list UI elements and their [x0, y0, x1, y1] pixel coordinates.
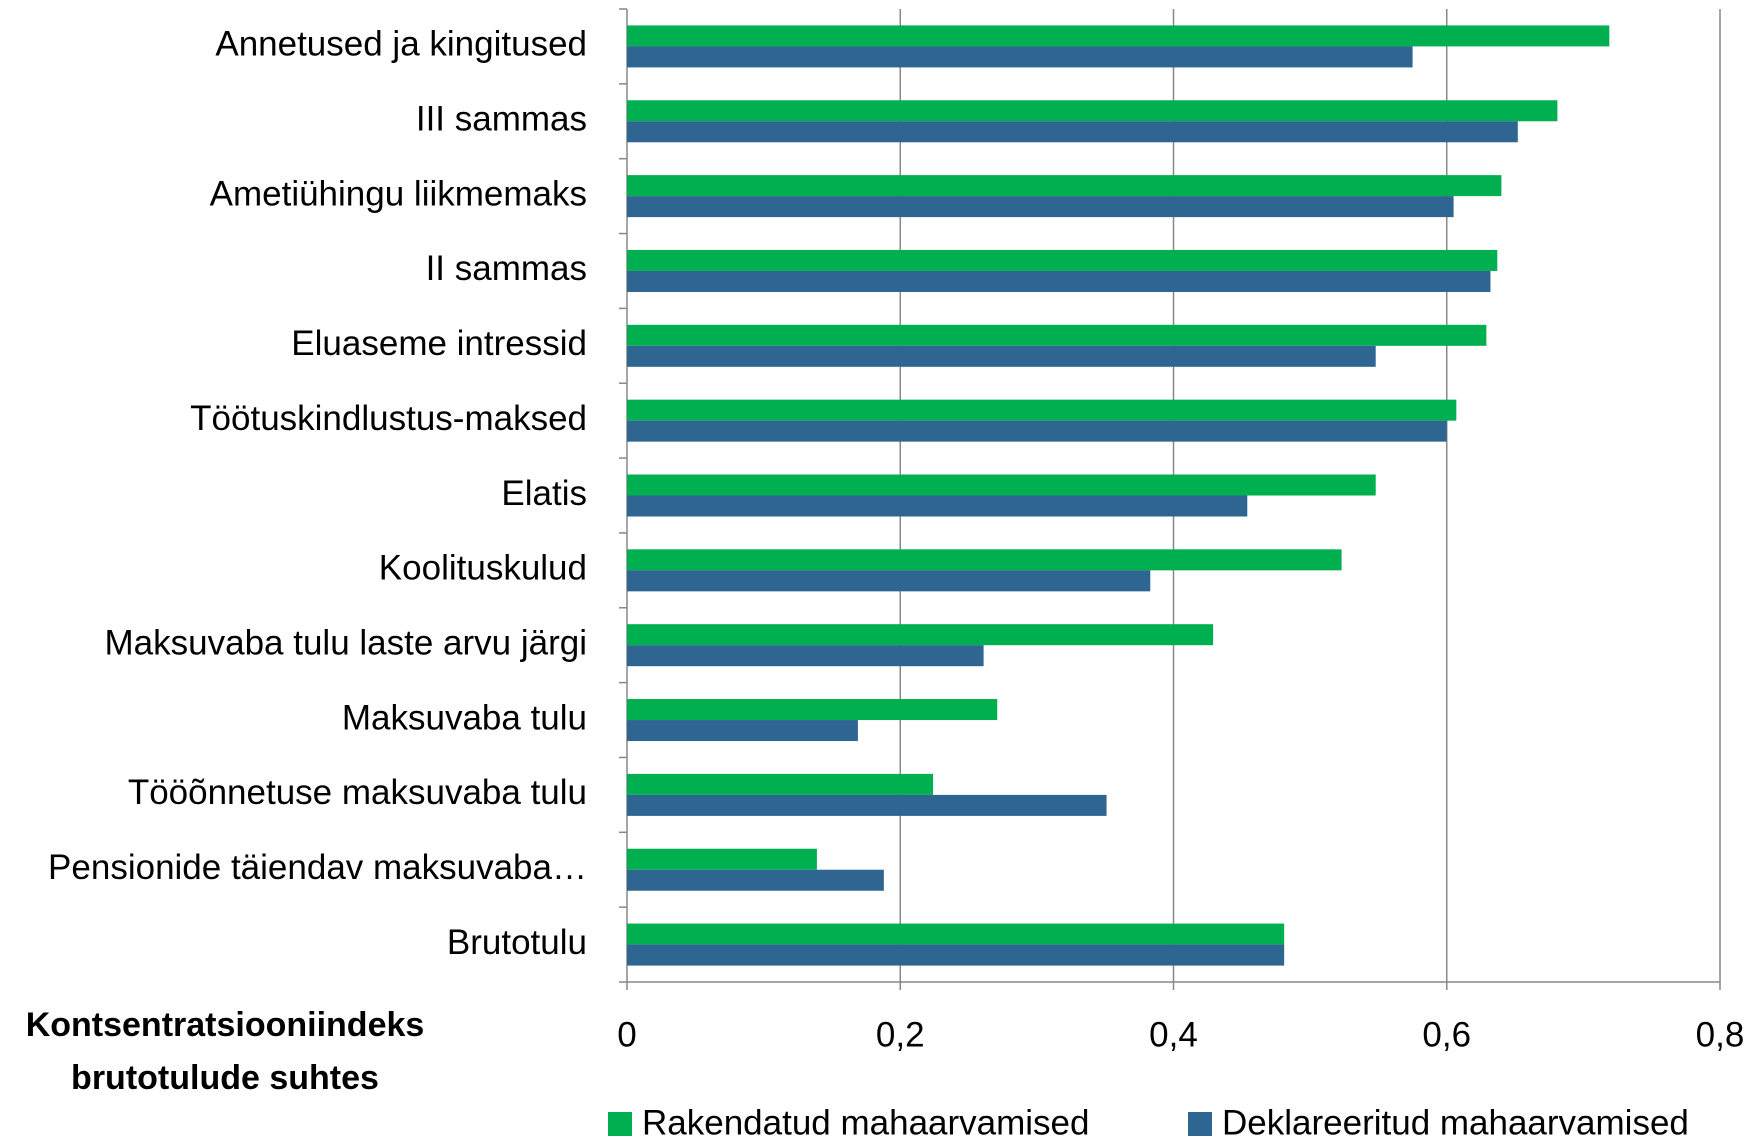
y-tick-label: Töötuskindlustus-maksed: [190, 399, 587, 438]
bar: [627, 25, 1610, 47]
x-tick-label: 0,6: [1422, 1015, 1471, 1054]
y-tick-label: Brutotulu: [447, 923, 587, 962]
y-tick-label: Tööõnnetuse maksuvaba tulu: [128, 773, 587, 812]
bar: [627, 399, 1457, 421]
bar: [627, 46, 1413, 68]
legend-label: Deklareeritud mahaarvamised: [1222, 1103, 1689, 1139]
bar: [627, 645, 984, 667]
axis-title: Kontsentratsiooniindeks: [26, 1006, 425, 1044]
bar: [627, 270, 1491, 292]
bar: [627, 869, 884, 891]
bar: [627, 249, 1498, 271]
y-tick-label: Pensionide täiendav maksuvaba…: [48, 848, 587, 887]
bar: [627, 474, 1376, 496]
bar: [627, 794, 1107, 816]
y-tick-label: Ametiühingu liikmemaks: [210, 174, 587, 213]
y-tick-label: Annetused ja kingitused: [215, 25, 587, 64]
bar: [627, 848, 817, 870]
bar: [627, 324, 1487, 346]
bar: [627, 773, 934, 795]
y-tick-label: II sammas: [426, 249, 587, 288]
x-tick-label: 0: [617, 1015, 636, 1054]
axis-title: brutotulude suhtes: [71, 1059, 379, 1097]
y-tick-label: Maksuvaba tulu laste arvu järgi: [105, 623, 587, 662]
bar: [627, 624, 1214, 646]
y-tick-label: Elatis: [501, 474, 587, 513]
x-tick-label: 0,8: [1696, 1015, 1745, 1054]
bar: [627, 495, 1248, 517]
bar: [627, 944, 1285, 966]
bar: [627, 345, 1376, 367]
legend-label: Rakendatud mahaarvamised: [642, 1103, 1089, 1139]
bar: [627, 570, 1151, 592]
bar: [627, 720, 858, 742]
bar: [627, 100, 1558, 122]
legend-swatch: [1188, 1112, 1212, 1136]
x-tick-label: 0,2: [876, 1015, 925, 1054]
y-tick-label: Eluaseme intressid: [291, 324, 587, 363]
bar: [627, 121, 1518, 143]
y-tick-label: Maksuvaba tulu: [342, 698, 587, 737]
bar: [627, 923, 1285, 945]
legend-swatch: [608, 1112, 632, 1136]
bar: [627, 549, 1342, 571]
y-tick-label: Koolituskulud: [379, 549, 587, 588]
bar: [627, 196, 1454, 218]
bar: [627, 420, 1447, 442]
x-tick-label: 0,4: [1149, 1015, 1198, 1054]
bar: [627, 175, 1502, 197]
y-tick-label: III sammas: [416, 100, 587, 139]
bar: [627, 699, 998, 721]
